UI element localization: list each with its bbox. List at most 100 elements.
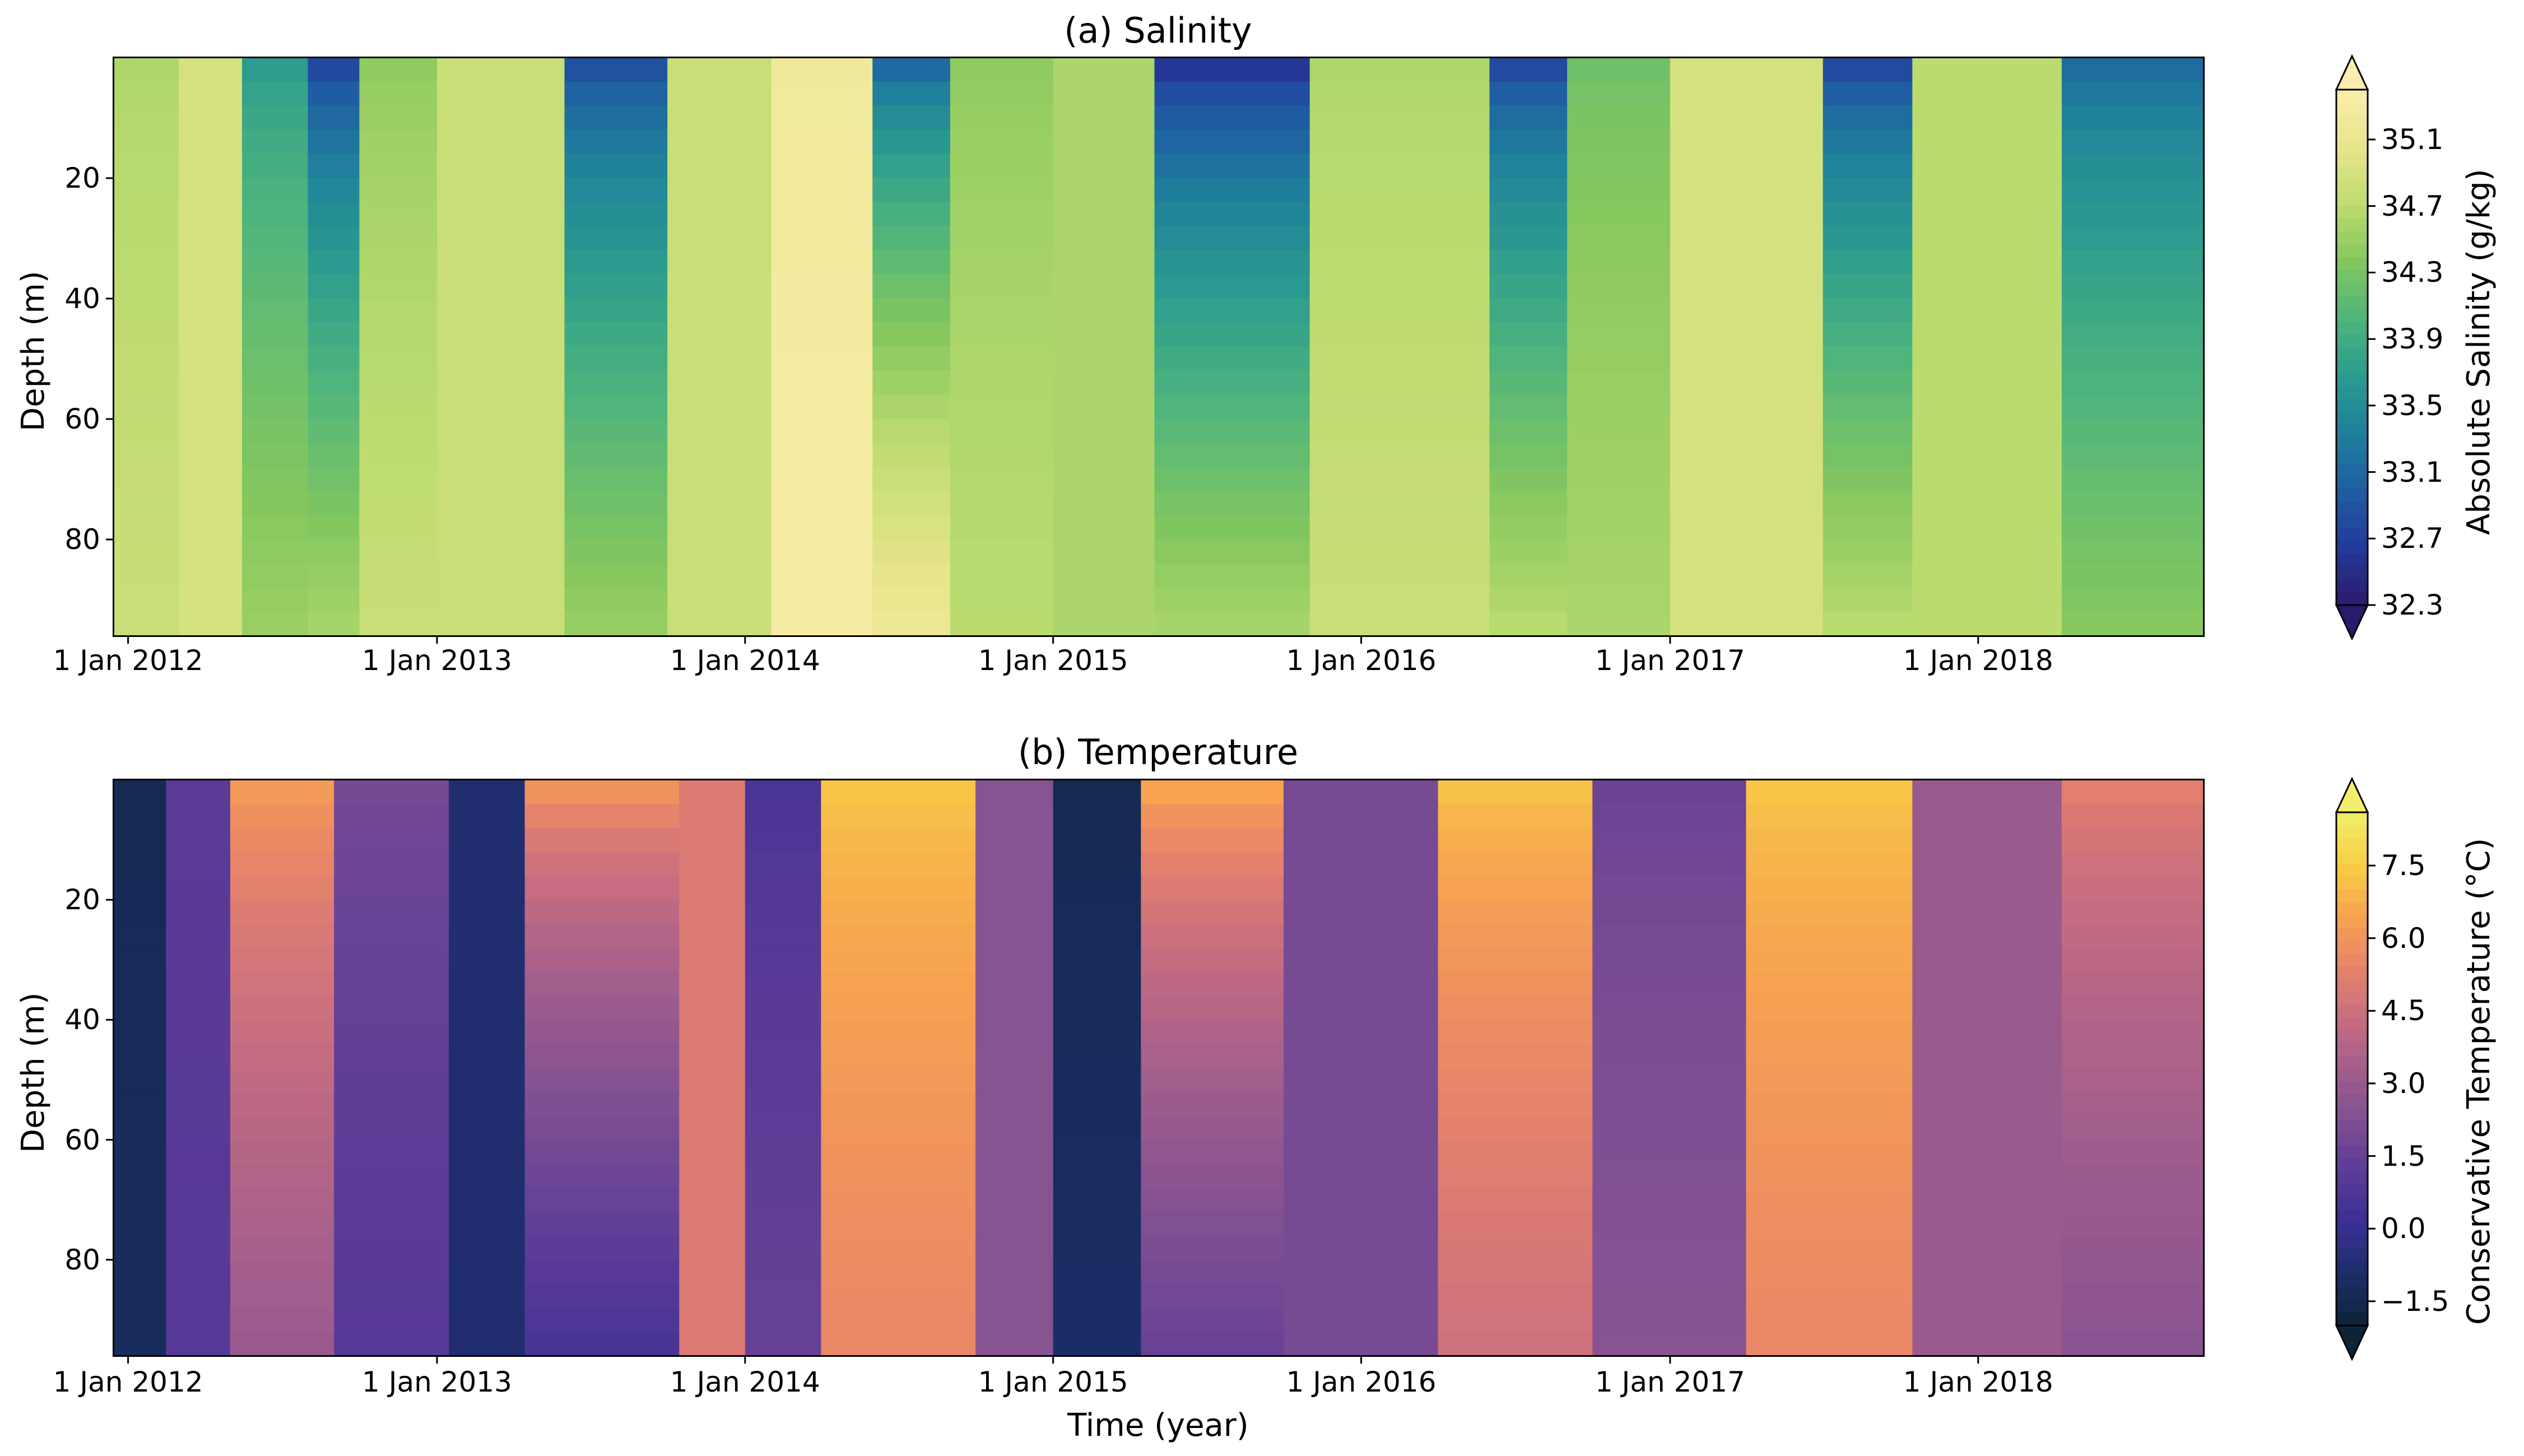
salinity-cell [667,347,772,371]
salinity-cell [359,130,438,155]
salinity-cell [872,539,951,564]
salinity-cell [872,226,951,251]
salinity-cell [564,299,668,323]
salinity-cell [1489,612,1568,636]
temperature-cell [1284,1259,1439,1285]
temperature-cell [1141,1332,1284,1356]
salinity-cell [1823,395,1913,420]
temperature-colorbar-segment [2336,928,2368,941]
temperature-colorbar-segment [2336,1287,2368,1300]
salinity-cell [1489,323,1568,347]
salinity-cell [667,275,772,299]
temperature-y-tick-label: 80 [64,1243,100,1276]
salinity-cell [114,202,179,227]
salinity-cell [1567,106,1671,131]
salinity-cell [564,564,668,588]
salinity-cell [771,564,873,588]
temperature-colorbar-segment [2336,1107,2368,1121]
salinity-colorbar-segment [2336,347,2368,361]
salinity-cell [771,515,873,540]
salinity-cell [667,323,772,347]
temperature-cell [334,876,449,900]
temperature-cell [679,803,746,829]
salinity-cell [771,82,873,106]
salinity-cell [1670,178,1824,203]
temperature-cell [1912,996,2062,1021]
salinity-cell [359,419,438,444]
temperature-cell [1746,1068,1913,1092]
temperature-cell [1438,1235,1593,1260]
temperature-cell [114,1283,167,1309]
salinity-cell [1670,612,1824,636]
temperature-cell [449,1259,526,1285]
temperature-cell [1284,1164,1439,1188]
temperature-cell [524,852,680,877]
temperature-cell [821,1115,976,1141]
salinity-colorbar-segment [2336,515,2368,528]
temperature-colorbar-segment [2336,876,2368,890]
temperature-cell [1912,971,2062,997]
salinity-colorbar-segment [2336,553,2368,567]
salinity-cell [2061,130,2204,155]
temperature-cell [449,1139,526,1165]
salinity-colorbar-segment [2336,115,2368,129]
salinity-cell [1489,202,1568,227]
temperature-cell [2061,971,2204,997]
temperature-cell [114,1020,167,1044]
temperature-cell [1284,876,1439,900]
salinity-colorbar-segment [2336,283,2368,296]
temperature-y-tick-label: 60 [64,1123,100,1156]
salinity-cell [1053,515,1155,540]
salinity-cell [2061,106,2204,131]
temperature-cell [821,1308,976,1332]
salinity-cell [1053,82,1155,106]
salinity-cell [1154,82,1310,106]
temperature-cell [166,1020,231,1044]
temperature-cell [745,1235,822,1260]
temperature-cell [975,924,1054,948]
salinity-cell [1912,419,2062,444]
temperature-cell [975,1068,1054,1092]
temperature-cell [679,1020,746,1044]
temperature-cell [1912,1068,2062,1092]
salinity-cell [242,419,309,444]
temperature-cell [449,924,526,948]
temperature-cell [821,780,976,804]
salinity-cell [308,395,360,420]
temperature-cell [821,996,976,1021]
temperature-cell [821,1283,976,1309]
temperature-cell [1141,1020,1284,1044]
salinity-colorbar-segment [2336,399,2368,412]
salinity-cell [950,226,1054,251]
salinity-cell [1309,612,1490,636]
salinity-cell [437,82,565,106]
temperature-cell [975,1044,1054,1068]
temperature-cell [2061,1068,2204,1092]
salinity-cell [1567,491,1671,516]
salinity-cell [114,467,179,492]
salinity-cell [1053,395,1155,420]
temperature-x-tick-label: 1 Jan 2013 [362,1366,512,1398]
salinity-cell [1053,130,1155,155]
temperature-cell [821,971,976,997]
salinity-cell [950,347,1054,371]
temperature-cell [1438,827,1593,853]
salinity-cell [667,443,772,468]
salinity-cell [1489,130,1568,155]
temperature-cell [1053,876,1142,900]
salinity-cell [564,226,668,251]
temperature-cell [1438,1020,1593,1044]
salinity-cell [1823,58,1913,82]
salinity-cell [114,371,179,396]
salinity-colorbar-segment [2336,218,2368,232]
salinity-cell [242,491,309,516]
salinity-cell [1567,226,1671,251]
salinity-heatmap [106,58,2204,644]
temperature-cell [114,1259,167,1285]
temperature-cell [230,947,334,973]
salinity-colorbar-segment [2336,450,2368,464]
temperature-cell [524,1164,680,1188]
salinity-cell [1489,275,1568,299]
temperature-cell [449,1044,526,1068]
temperature-cell [166,924,231,948]
